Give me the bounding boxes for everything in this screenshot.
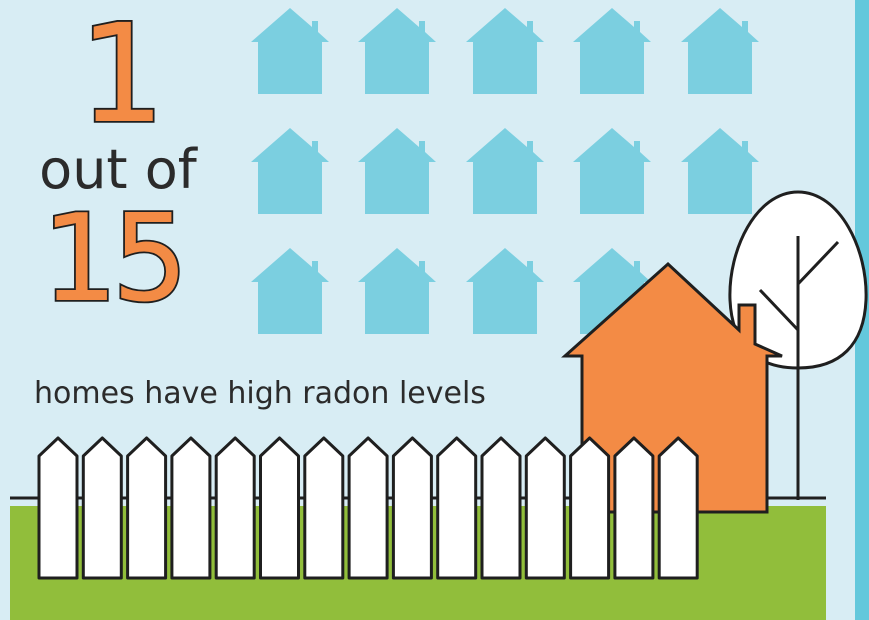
fence-picket (81, 436, 123, 580)
fence-picket (347, 436, 389, 580)
fence-picket (126, 436, 168, 580)
tree-icon (728, 190, 868, 500)
fence-picket (391, 436, 433, 580)
fence-picket (569, 436, 611, 580)
fence-picket (303, 436, 345, 580)
fence-picket (170, 436, 212, 580)
house-icon (573, 128, 651, 214)
connector-text: out of (39, 138, 199, 201)
fence-picket (37, 436, 79, 580)
caption-text: homes have high radon levels (34, 376, 486, 411)
fence-picket (657, 436, 699, 580)
fence-picket (436, 436, 478, 580)
fence-picket (259, 436, 300, 580)
house-icon (251, 8, 329, 94)
house-icon (466, 128, 544, 214)
tree-branch (796, 240, 840, 286)
house-icon (358, 128, 436, 214)
fence-picket (613, 436, 655, 580)
fence-picket (480, 436, 522, 580)
total-number: 15 (42, 190, 183, 329)
house-icon (573, 8, 651, 94)
house-icon (466, 248, 544, 334)
house-icon (251, 248, 329, 334)
house-icon (466, 8, 544, 94)
picket-fence (37, 436, 699, 580)
house-icon (681, 128, 759, 214)
house-icon (358, 8, 436, 94)
house-icon-grid (251, 8, 759, 334)
tree-branch (758, 288, 800, 332)
fence-picket (214, 436, 256, 580)
house-icon (251, 128, 329, 214)
highlight-number: 1 (79, 0, 166, 154)
fence-picket (524, 436, 566, 580)
house-icon (358, 248, 436, 334)
house-icon (681, 8, 759, 94)
